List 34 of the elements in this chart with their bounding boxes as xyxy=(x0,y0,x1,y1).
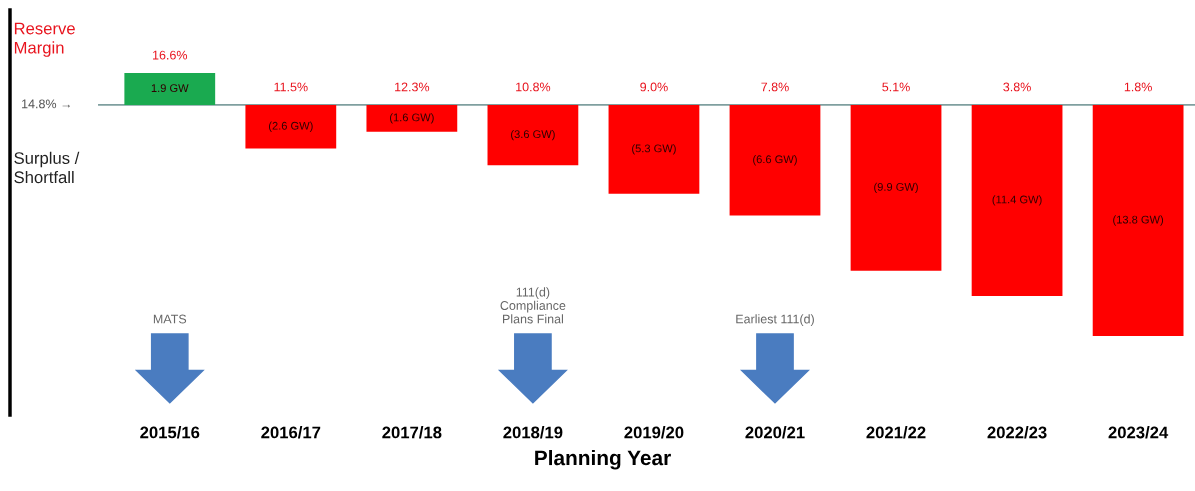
ref-line-label: 14.8% → xyxy=(22,99,70,109)
annotation: 111(d) Compliance Plans Final xyxy=(500,287,566,324)
data-label: (1.6 GW) xyxy=(390,113,434,124)
x-axis-title: Planning Year xyxy=(535,449,671,470)
x-tick-label: 2023/24 xyxy=(1108,426,1169,439)
x-tick-label: 2016/17 xyxy=(261,426,321,439)
x-tick-label: 2021/22 xyxy=(866,426,926,439)
annotation: 1.8% xyxy=(1124,82,1152,92)
annotation: 11.5% xyxy=(274,82,308,92)
annotation: 5.1% xyxy=(882,82,910,92)
annotation: 9.0% xyxy=(640,82,668,92)
data-label: (6.6 GW) xyxy=(753,155,797,166)
text: Reserve Margin xyxy=(14,22,75,57)
annotation: 7.8% xyxy=(761,82,789,92)
x-tick-label: 2018/19 xyxy=(503,426,563,439)
data-label: (11.4 GW) xyxy=(992,195,1042,206)
data-label: (2.6 GW) xyxy=(268,121,313,132)
data-label: 1.9 GW xyxy=(151,84,189,93)
data-label: (13.8 GW) xyxy=(1113,215,1164,226)
x-tick-label: 2022/23 xyxy=(987,426,1047,439)
data-label: (9.9 GW) xyxy=(874,182,918,194)
x-tick-label: 2015/16 xyxy=(140,426,200,439)
annotation: Earliest 111(d) xyxy=(736,314,814,326)
x-tick-label: 2019/20 xyxy=(624,426,684,439)
annotation: MATS xyxy=(153,314,187,324)
x-tick-label: 2017/18 xyxy=(382,426,442,439)
data-label: (3.6 GW) xyxy=(511,129,555,141)
annotation: 12.3% xyxy=(395,82,430,92)
annotation: 3.8% xyxy=(1003,82,1031,92)
annotation: 16.6% xyxy=(153,50,188,60)
data-label: (5.3 GW) xyxy=(632,144,676,155)
annotation: 10.8% xyxy=(516,82,551,92)
x-tick-label: 2020/21 xyxy=(745,426,805,439)
text: Surplus / Shortfall xyxy=(14,151,80,184)
